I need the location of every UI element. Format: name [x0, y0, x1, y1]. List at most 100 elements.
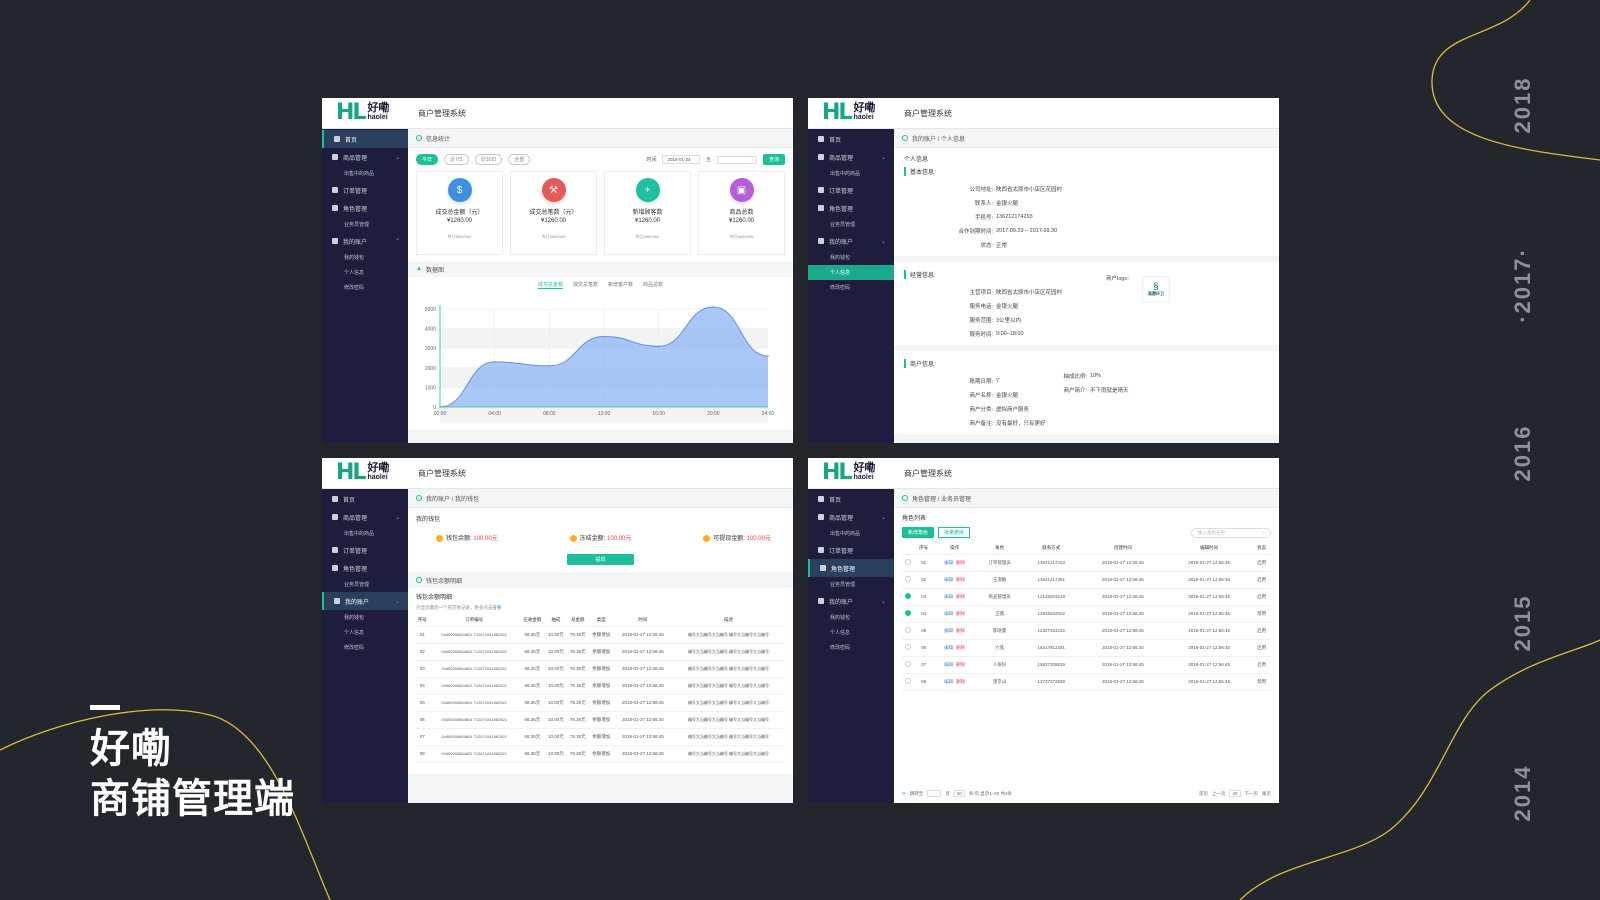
- edit-link[interactable]: 编辑: [944, 559, 954, 565]
- sidebar-item-home[interactable]: 首页: [322, 130, 408, 148]
- sidebar-item-goods[interactable]: 商品管理 ⌄: [808, 508, 894, 526]
- row-checkbox[interactable]: [905, 678, 912, 684]
- query-button[interactable]: 查询: [762, 154, 785, 165]
- sidebar-item-goods[interactable]: 商品管理 ⌄: [322, 148, 408, 166]
- sidebar-item-account[interactable]: 我的账户 ⌄: [808, 592, 894, 610]
- sidebar-item-home[interactable]: 首页: [808, 130, 894, 148]
- sidebar-subitem-salesman[interactable]: 业务员管理: [344, 222, 370, 228]
- delete-link[interactable]: 删除: [956, 661, 966, 667]
- row-checkbox[interactable]: [905, 627, 912, 633]
- table-cell: 2018-01-27 12:56:45: [1166, 673, 1253, 691]
- tab-amount[interactable]: 成交总金额: [537, 282, 563, 289]
- refresh-icon[interactable]: ⟳: [902, 790, 906, 796]
- sidebar-item-roles[interactable]: 角色管理: [322, 199, 408, 217]
- table-cell: [902, 639, 915, 657]
- sidebar-subitem-password[interactable]: 修改密码: [830, 285, 851, 291]
- edit-link[interactable]: 编辑: [944, 678, 954, 684]
- tab-goods[interactable]: 商品总数: [643, 282, 664, 288]
- delete-link[interactable]: 删除: [956, 593, 966, 599]
- filter-today-button[interactable]: 今日: [416, 154, 439, 165]
- sidebar-item-orders[interactable]: 订单管理: [808, 181, 894, 199]
- date-from-input[interactable]: 2018-01-24: [662, 155, 701, 164]
- page-size-select[interactable]: 20: [953, 790, 965, 797]
- info-row: 服务电话: 金银火腿: [904, 299, 1269, 313]
- withdraw-button[interactable]: 提现: [567, 554, 634, 565]
- sidebar-item-orders[interactable]: 订单管理: [322, 541, 408, 559]
- sidebar-subitem-goods-on-sale[interactable]: 出售中的商品: [344, 531, 375, 537]
- delete-link[interactable]: 删除: [956, 678, 966, 684]
- sidebar-subitem-profile[interactable]: 个人信息: [344, 270, 365, 276]
- sidebar-subitem-goods-on-sale[interactable]: 出售中的商品: [344, 171, 375, 177]
- delete-link[interactable]: 删除: [956, 610, 966, 616]
- sidebar-item-roles[interactable]: 角色管理: [808, 559, 894, 577]
- wallet-frozen: 冻结金额: 100.00元: [569, 533, 631, 542]
- sidebar-item-goods[interactable]: 商品管理 ⌄: [808, 148, 894, 166]
- sidebar-subitem-profile[interactable]: 个人信息: [808, 265, 894, 280]
- add-role-button[interactable]: 新增角色: [902, 527, 935, 538]
- sidebar-subitem-wallet[interactable]: 我的钱包: [344, 255, 365, 261]
- filter-7d-button[interactable]: 近7日: [444, 154, 469, 165]
- sidebar-subitem-password[interactable]: 修改密码: [344, 285, 365, 291]
- prev-page-link[interactable]: 上一页: [1211, 790, 1226, 796]
- sidebar-subitem-profile[interactable]: 个人信息: [344, 630, 365, 636]
- table-row: 05 04450000654801 712071041562521 68.35元 10…: [416, 694, 785, 712]
- sidebar-item-goods[interactable]: 商品管理 ⌄: [322, 508, 408, 526]
- delete-link[interactable]: 删除: [956, 559, 966, 565]
- sidebar-subitem-wallet[interactable]: 我的钱包: [344, 615, 365, 621]
- row-checkbox[interactable]: [905, 644, 912, 650]
- main-content: 我的账户 / 个人信息 个人信息 基本信息: 公司地址: 陕西省太原市小店区花园村…: [894, 129, 1279, 443]
- sidebar-item-orders[interactable]: 订单管理: [808, 541, 894, 559]
- tab-count[interactable]: 成交总笔数: [572, 282, 598, 288]
- first-page-link[interactable]: 首页: [1198, 790, 1208, 796]
- edit-link[interactable]: 编辑: [944, 627, 954, 633]
- info-label: 公司地址:: [969, 187, 993, 193]
- row-checkbox[interactable]: [905, 559, 912, 565]
- sidebar-subitem-password[interactable]: 修改密码: [344, 645, 365, 651]
- search-input[interactable]: 输入角色名称 ⌕: [1191, 527, 1271, 538]
- sidebar-item-account[interactable]: 我的账户 ⌄: [322, 592, 408, 610]
- business-info: 经营信息: 主营项目: 陕西省太原市小店区花园村 服务电话: 金银火腿 服务范围: 3公里…: [894, 262, 1279, 351]
- delete-link[interactable]: 删除: [956, 644, 966, 650]
- sidebar-item-roles[interactable]: 角色管理: [808, 199, 894, 217]
- sidebar-subitem-wallet[interactable]: 我的钱包: [830, 255, 851, 261]
- batch-delete-button[interactable]: 批量删除: [938, 527, 971, 538]
- view-more-link[interactable]: 查看: [492, 605, 502, 610]
- edit-link[interactable]: 编辑: [944, 593, 954, 599]
- sidebar-item-home[interactable]: 首页: [808, 490, 894, 508]
- sidebar-item-account[interactable]: 我的账户 ⌃: [322, 232, 408, 250]
- row-checkbox[interactable]: [905, 661, 912, 667]
- table-cell: 04450000654801 712071041562521: [428, 643, 520, 661]
- users-icon: [332, 565, 338, 571]
- sidebar-subitem-salesman[interactable]: 业务员管理: [830, 582, 856, 588]
- row-checkbox[interactable]: [905, 610, 912, 616]
- sidebar-item-orders[interactable]: 订单管理: [322, 181, 408, 199]
- row-checkbox[interactable]: [905, 593, 912, 599]
- edit-link[interactable]: 编辑: [944, 610, 954, 616]
- delete-link[interactable]: 删除: [956, 627, 966, 633]
- top-bar: HL 好嘞 haolei 商户管理系统: [322, 98, 793, 129]
- sidebar-subitem-profile[interactable]: 个人信息: [830, 630, 851, 636]
- next-page-link[interactable]: 下一页: [1244, 790, 1259, 796]
- sidebar-item-account[interactable]: 我的账户 ⌄: [808, 232, 894, 250]
- sidebar-subitem-goods-on-sale[interactable]: 出售中的商品: [830, 531, 861, 537]
- brand-bar: [90, 705, 120, 710]
- sidebar-subitem-password[interactable]: 修改密码: [830, 645, 851, 651]
- filter-30d-button[interactable]: 近30日: [474, 154, 503, 165]
- current-page[interactable]: 20: [1229, 790, 1241, 797]
- date-to-input[interactable]: [716, 155, 757, 164]
- sidebar-item-roles[interactable]: 角色管理: [322, 559, 408, 577]
- page-jump-input[interactable]: [927, 790, 942, 797]
- last-page-link[interactable]: 尾页: [1262, 790, 1271, 796]
- delete-link[interactable]: 删除: [956, 576, 966, 582]
- sidebar-item-home[interactable]: 首页: [322, 490, 408, 508]
- edit-link[interactable]: 编辑: [944, 576, 954, 582]
- sidebar-subitem-salesman[interactable]: 业务员管理: [830, 222, 856, 228]
- sidebar-subitem-salesman[interactable]: 业务员管理: [344, 582, 370, 588]
- sidebar-subitem-wallet[interactable]: 我的钱包: [830, 615, 851, 621]
- sidebar-subitem-goods-on-sale[interactable]: 出售中的商品: [830, 171, 861, 177]
- row-checkbox[interactable]: [905, 576, 912, 582]
- edit-link[interactable]: 编辑: [944, 661, 954, 667]
- filter-all-button[interactable]: 全部: [508, 154, 531, 165]
- edit-link[interactable]: 编辑: [944, 644, 954, 650]
- tab-new-customers[interactable]: 新增客户数: [608, 282, 634, 288]
